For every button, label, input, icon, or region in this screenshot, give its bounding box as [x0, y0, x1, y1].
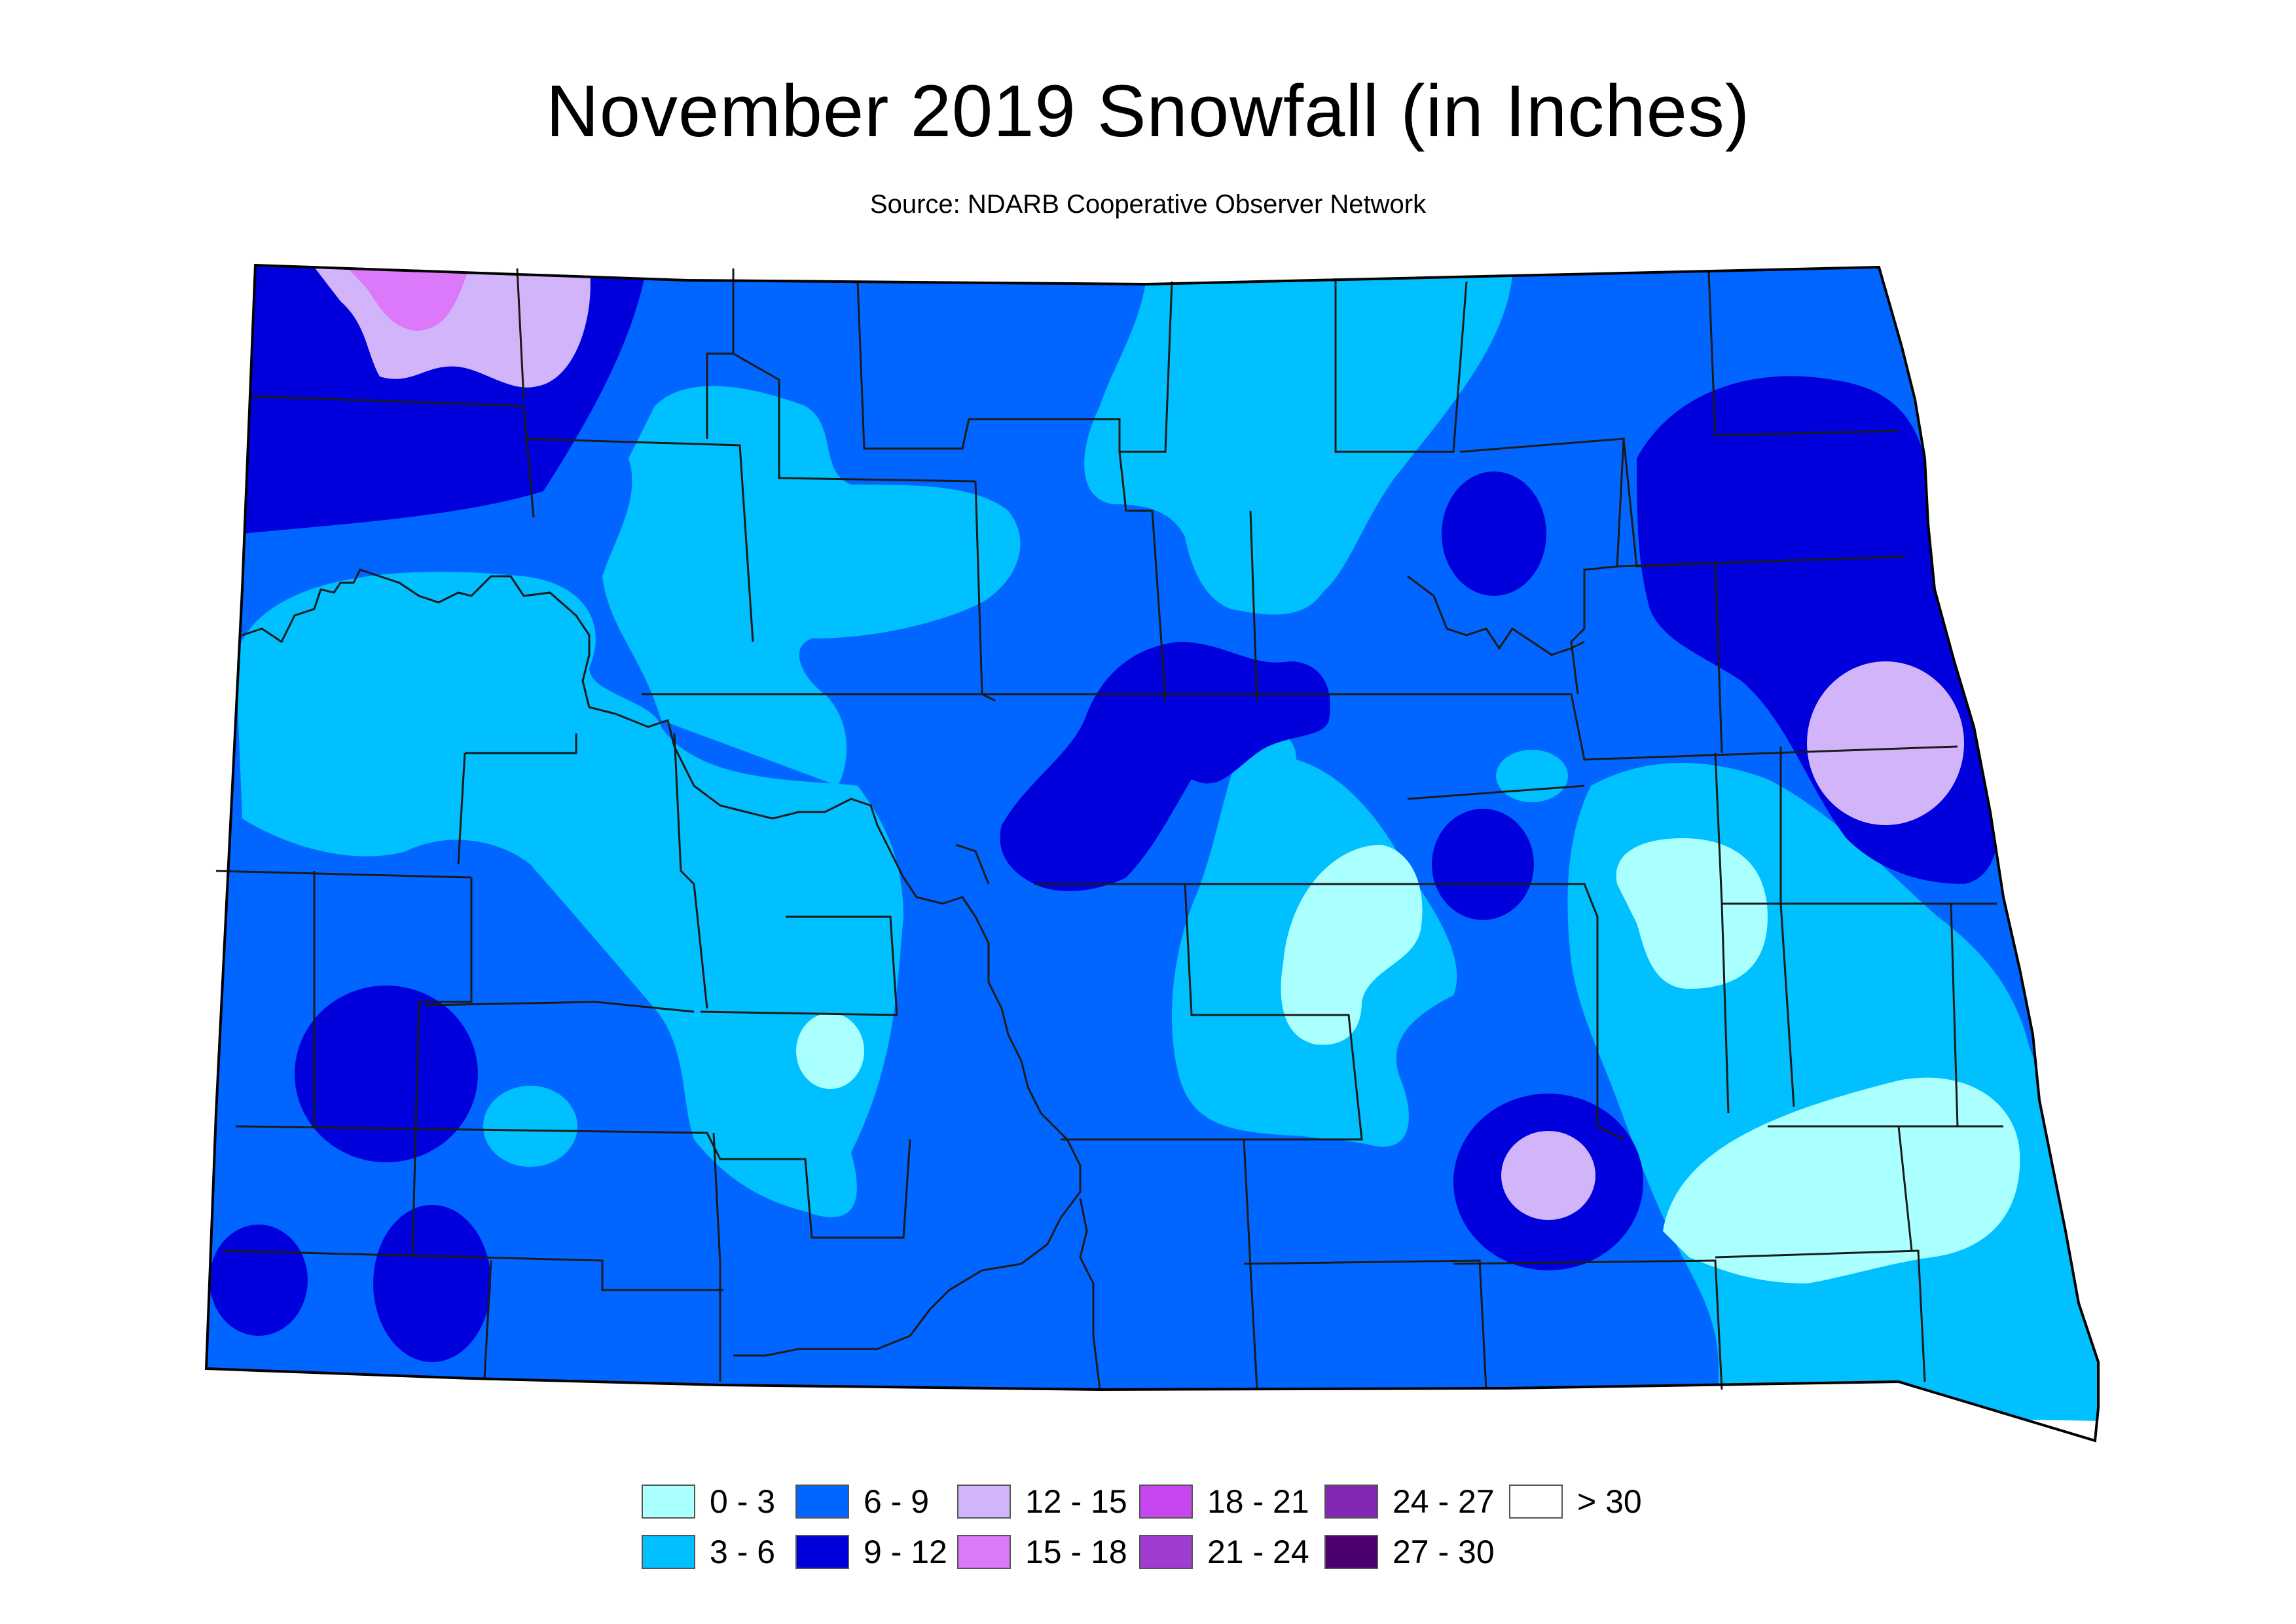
county-boundaries	[215, 268, 2003, 1390]
legend-item: 21 - 24	[1139, 1529, 1309, 1575]
snowfall-zone-0-3-southeast	[1663, 1077, 2020, 1283]
legend-swatch	[642, 1485, 695, 1519]
legend-swatch	[1324, 1535, 1378, 1569]
legend-item: 0 - 3	[642, 1479, 775, 1524]
snowfall-zone-3-6-north	[1084, 275, 1512, 615]
legend-label: 27 - 30	[1393, 1534, 1495, 1570]
snowfall-zone-15-18-northwest	[340, 265, 471, 331]
snowfall-zone-0-3-grant	[796, 1013, 864, 1089]
legend-swatch	[795, 1535, 849, 1569]
legend-label: 3 - 6	[710, 1534, 776, 1570]
legend-swatch	[1139, 1535, 1193, 1569]
legend-label: 0 - 3	[710, 1483, 776, 1520]
legend-item: 6 - 9	[795, 1479, 929, 1524]
snowfall-zone-9-12-adams	[373, 1205, 491, 1362]
snowfall-zone-9-12-barnes	[1432, 809, 1534, 920]
legend-label: 24 - 27	[1393, 1483, 1495, 1520]
legend-swatch	[1324, 1485, 1378, 1519]
snowfall-zone-3-6-southwest	[483, 1086, 577, 1167]
snowfall-zone-3-6-west	[236, 572, 903, 1217]
legend-swatch	[1139, 1485, 1193, 1519]
snowfall-zone-3-6-griggs	[1496, 750, 1568, 802]
snowfall-zone-12-15-northeast	[1807, 661, 1964, 825]
legend-swatch	[642, 1535, 695, 1569]
legend-label: 12 - 15	[1025, 1483, 1127, 1520]
legend-swatch	[957, 1535, 1011, 1569]
legend-item: 24 - 27	[1324, 1479, 1495, 1524]
snowfall-zone-9-12-bowman	[210, 1225, 308, 1336]
legend-label: 18 - 21	[1207, 1483, 1309, 1520]
legend-item: 3 - 6	[642, 1529, 775, 1575]
snowfall-zone-0-3-central	[1281, 845, 1423, 1045]
legend-label: 15 - 18	[1025, 1534, 1127, 1570]
snowfall-zone-12-15-lamoure	[1501, 1131, 1595, 1220]
snowfall-zone-0-3-east	[1616, 838, 1768, 989]
snowfall-zone-3-6-north-central	[602, 386, 1021, 786]
legend-label: 21 - 24	[1207, 1534, 1309, 1570]
snowfall-contours	[206, 265, 2098, 1421]
legend-swatch	[957, 1485, 1011, 1519]
legend-item: 9 - 12	[795, 1529, 947, 1575]
snowfall-zone-9-12-stark	[295, 986, 478, 1162]
river-boundaries	[242, 568, 1585, 1390]
legend-label: > 30	[1577, 1483, 1642, 1520]
legend-swatch	[1509, 1485, 1563, 1519]
legend-item: 18 - 21	[1139, 1479, 1309, 1524]
map-title: November 2019 Snowfall (in Inches)	[545, 70, 1751, 152]
legend-label: 6 - 9	[864, 1483, 930, 1520]
state-outline	[204, 263, 2100, 1443]
legend-item: > 30	[1509, 1479, 1642, 1524]
legend-swatch	[795, 1485, 849, 1519]
legend: 0 - 3 3 - 6 6 - 9 9 - 12 12 - 15 15 - 18…	[642, 1479, 1689, 1596]
legend-item: 15 - 18	[957, 1529, 1127, 1575]
legend-item: 12 - 15	[957, 1479, 1127, 1524]
legend-label: 9 - 12	[864, 1534, 947, 1570]
legend-item: 27 - 30	[1324, 1529, 1495, 1575]
snowfall-zone-9-12-central	[1000, 642, 1330, 891]
snowfall-zone-9-12-ramsey	[1442, 471, 1546, 596]
map-subtitle: Source: NDARB Cooperative Observer Netwo…	[869, 190, 1427, 219]
